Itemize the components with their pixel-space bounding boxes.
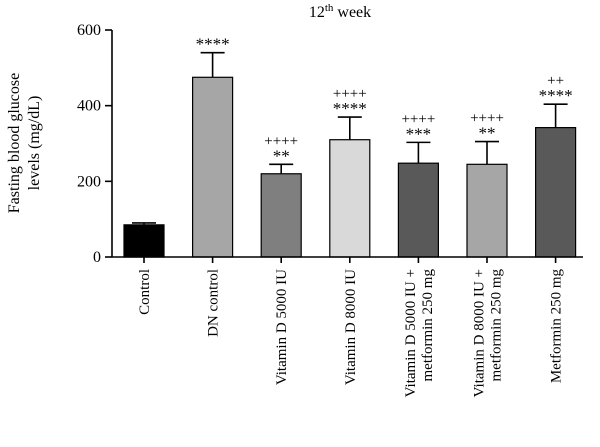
y-tick-label: 400 <box>77 98 101 115</box>
x-tick-label: Control <box>137 269 153 315</box>
x-tick-label: Vitamin D 8000 IU <box>343 269 359 385</box>
significance-plus: ++++ <box>264 133 298 149</box>
x-tick-label: metformin 250 mg <box>420 269 436 382</box>
bar <box>329 139 371 258</box>
x-tick-label: Vitamin D 5000 IU <box>274 269 290 385</box>
bar <box>534 127 577 258</box>
x-tick-label: Metformin 250 mg <box>549 269 565 384</box>
x-tick-label: metformin 250 mg <box>489 269 505 382</box>
chart-title: 12th week <box>309 2 371 21</box>
y-tick-label: 200 <box>77 173 101 190</box>
y-axis-label-line2: levels (mg/dL) <box>26 96 43 191</box>
bar <box>397 162 439 258</box>
title-superscript: th <box>325 2 334 14</box>
significance-stars: **** <box>333 99 367 118</box>
significance-plus: ++ <box>547 73 564 89</box>
significance-stars: ** <box>273 146 290 165</box>
significance-plus: ++++ <box>470 111 504 127</box>
y-tick-label: 0 <box>93 249 101 266</box>
significance-stars: **** <box>539 86 573 105</box>
title-suffix: week <box>333 4 371 21</box>
x-tick-label: Vitamin D 5000 IU + <box>403 269 419 397</box>
bar <box>192 76 234 258</box>
bar <box>123 224 165 258</box>
bar <box>466 163 508 258</box>
x-tick-label: DN control <box>206 269 222 337</box>
significance-stars: **** <box>196 35 230 54</box>
bar <box>260 173 302 258</box>
x-tick-label: Vitamin D 8000 IU + <box>472 269 488 397</box>
significance-stars: *** <box>406 124 432 143</box>
significance-plus: ++++ <box>401 111 435 127</box>
title-number: 12 <box>309 4 325 21</box>
significance-plus: ++++ <box>333 86 367 102</box>
y-axis-label-line1: Fasting blood glucose <box>6 73 23 213</box>
y-tick-label: 600 <box>77 22 101 39</box>
significance-stars: ** <box>479 124 496 143</box>
